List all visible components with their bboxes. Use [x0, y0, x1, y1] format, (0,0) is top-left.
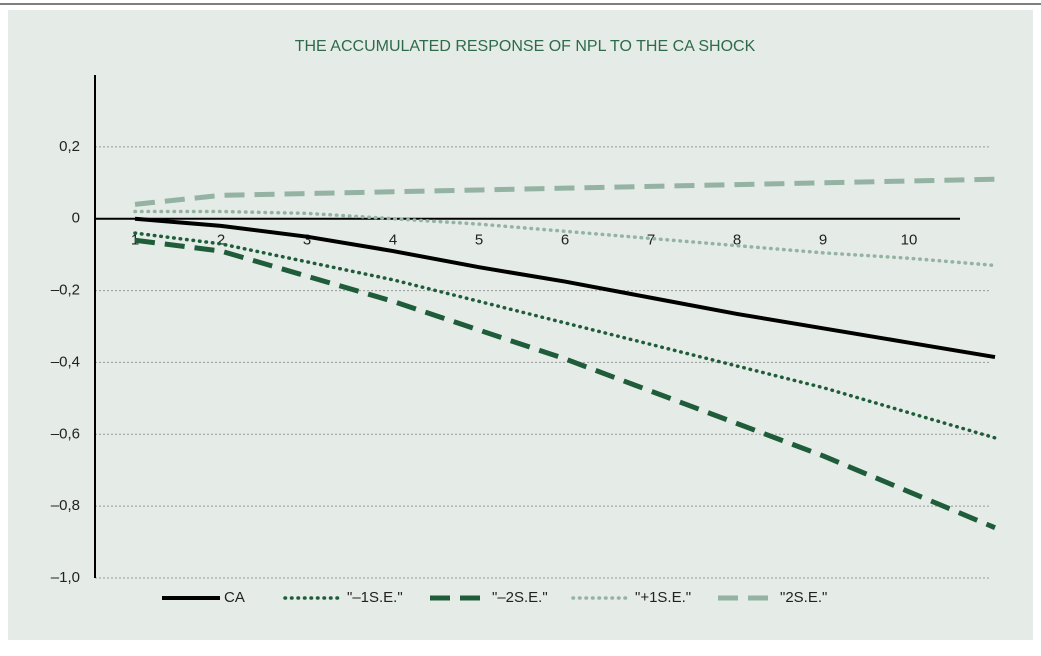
- legend-label: "–2S.E.": [492, 589, 548, 606]
- x-tick-label: 4: [389, 232, 397, 249]
- series-line: [134, 216, 996, 360]
- x-tick-label: 5: [475, 232, 483, 249]
- y-tick-label: 0,2: [59, 138, 80, 155]
- x-tick-label: 8: [733, 232, 741, 249]
- x-tick-label: 3: [303, 232, 311, 249]
- y-tick-label: –0,6: [51, 425, 80, 442]
- series-line: [133, 231, 997, 440]
- legend-label: "2S.E.": [780, 589, 827, 606]
- y-tick-label: –0,8: [51, 497, 80, 514]
- y-tick-label: –0,2: [51, 282, 80, 299]
- x-tick-label: 2: [217, 232, 225, 249]
- legend-label: "–1S.E.": [347, 589, 403, 606]
- x-tick-label: 10: [901, 232, 918, 249]
- legend-label: "+1S.E.": [635, 589, 691, 606]
- legend-label: CA: [224, 589, 245, 606]
- x-tick-label: 6: [561, 232, 569, 249]
- panel: [8, 10, 1033, 640]
- y-tick-label: 0: [72, 210, 80, 227]
- series-line: [134, 176, 996, 207]
- y-tick-label: –1,0: [51, 569, 80, 586]
- y-tick-label: –0,4: [51, 353, 80, 370]
- x-tick-label: 7: [647, 232, 655, 249]
- chart-title: THE ACCUMULATED RESPONSE OF NPL TO THE C…: [295, 38, 756, 55]
- series-line: [133, 209, 997, 268]
- x-tick-label: 9: [819, 232, 827, 249]
- x-tick-label: 1: [131, 232, 139, 249]
- series-line: [134, 237, 996, 531]
